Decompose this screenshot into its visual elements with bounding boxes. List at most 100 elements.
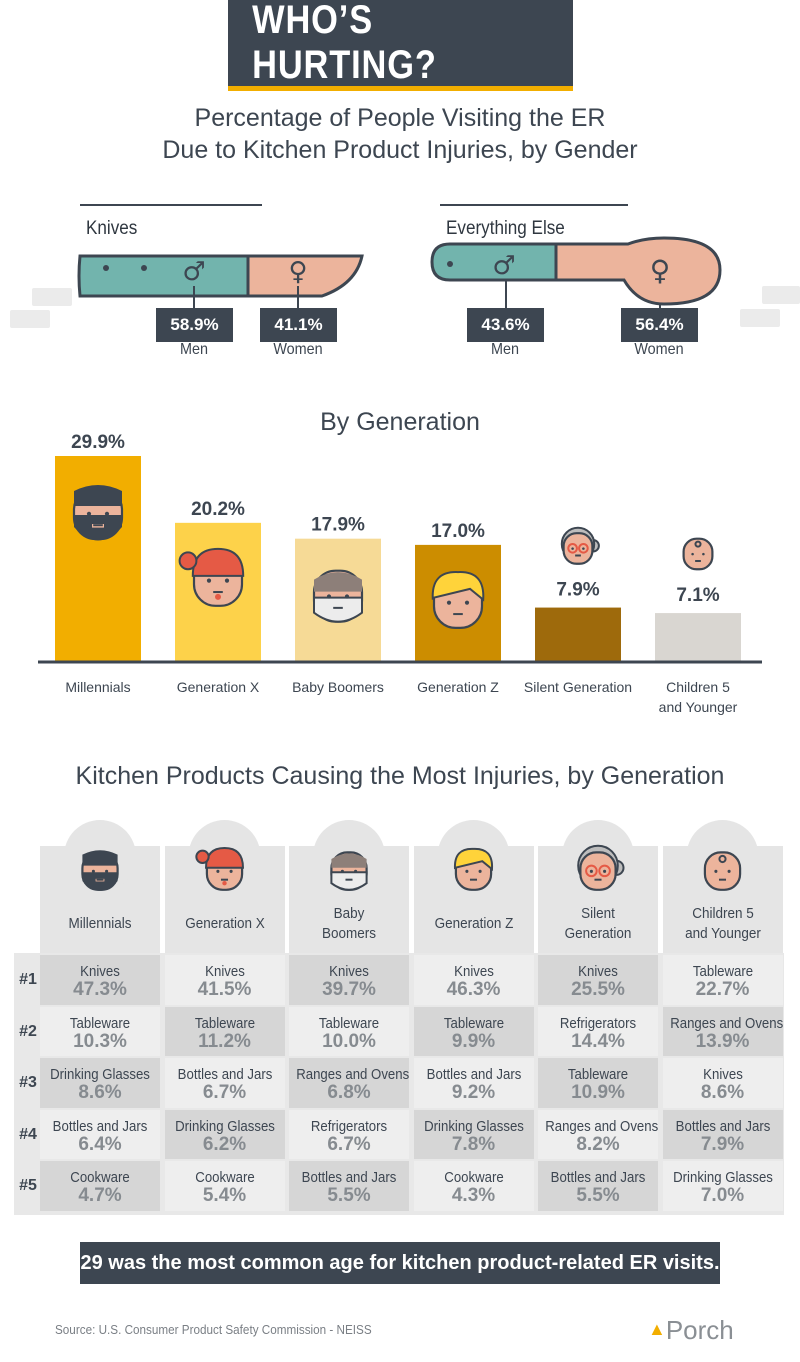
everything-else-women-pct: 56.4% [621,308,698,342]
female-icon: ♀ [288,257,307,287]
cell-product: Bottles and Jars [550,1169,646,1186]
bar-value-label: 29.9% [71,432,125,453]
bar-children-5-and-younger [655,613,741,662]
cell-product: Cookware [443,1169,504,1186]
baby-face-icon [703,851,742,891]
brand-logo: ▲Porch [648,1315,734,1346]
knives-men-pct: 58.9% [156,308,233,342]
column-header-line: Generation Z [434,915,513,932]
subtitle-line-2: Due to Kitchen Product Injuries, by Gend… [162,136,638,164]
cell-percentage: 6.4% [78,1133,122,1155]
x-tick-label: and Younger [659,699,738,715]
table-cell: Bottles and Jars 5.5% [289,1161,409,1211]
table-cell: Drinking Glasses 7.8% [413,1109,534,1159]
knives-divider [80,204,262,206]
table-cell: Knives 41.5% [164,955,285,1005]
cell-percentage: 10.9% [571,1082,625,1103]
cell-percentage: 11.2% [198,1030,251,1052]
male-icon: ♂ [182,257,205,287]
porch-logo-icon: ▲ [648,1319,666,1339]
table-cell: Knives 25.5% [538,955,658,1005]
decorative-brick [10,310,50,328]
page-title: WHO’S HURTING? [252,0,437,87]
injury-table: Millennials Generation X Baby Boomers Genera… [0,810,800,1220]
cell-product: Bottles and Jars [52,1117,148,1135]
column-header-line: Generation X [184,915,265,932]
cell-product: Refrigerators [310,1117,388,1135]
female-icon: ♀ [650,254,671,287]
bar-value-label: 7.1% [676,585,719,606]
boomer-face-icon [312,569,364,623]
table-cell: Tableware 10.3% [40,1006,160,1056]
genz-face-icon [431,571,485,629]
cell-percentage: 5.5% [327,1185,371,1206]
x-tick-label: Silent Generation [524,679,632,695]
cell-product: Drinking Glasses [50,1066,150,1083]
knives-women-connector [297,286,299,308]
cell-product: Tableware [567,1066,629,1083]
column-header-line: Boomers [321,925,377,942]
decorative-brick [762,286,800,304]
column-header-label: Baby Boomers [295,904,403,944]
cell-product: Refrigerators [559,1014,637,1032]
bar-value-label: 17.0% [431,521,485,542]
cell-percentage: 5.4% [202,1185,247,1206]
rank-label: #4 [19,1125,37,1143]
table-cell: Bottles and Jars 7.9% [662,1109,783,1159]
table-cell: Cookware 4.7% [40,1161,160,1211]
column-header-line: Baby [333,905,365,922]
cell-percentage: 9.2% [451,1082,496,1103]
cell-percentage: 25.5% [571,979,625,1000]
table-cell: Bottles and Jars 5.5% [538,1161,658,1211]
knives-women-pct: 41.1% [260,308,337,342]
column-header-line: Millennials [68,915,132,932]
table-cell: Cookware 5.4% [164,1161,285,1211]
cell-product: Drinking Glasses [423,1117,524,1135]
table-cell: Ranges and Ovens 13.9% [662,1006,783,1056]
x-tick-label: Baby Boomers [292,679,384,695]
cell-product: Tableware [692,963,753,980]
x-tick-label: Generation Z [417,679,499,695]
cell-product: Tableware [318,1014,380,1032]
cell-percentage: 9.9% [451,1030,496,1052]
x-tick-label: Children 5 [666,679,730,695]
decorative-brick [740,309,780,327]
cell-product: Knives [453,963,494,980]
table-cell: Drinking Glasses 8.6% [40,1058,160,1108]
table-cell: Tableware 9.9% [413,1006,534,1056]
table-cell: Tableware 10.9% [538,1058,658,1108]
knives-women-label: Women [273,341,323,358]
cell-percentage: 4.7% [78,1185,122,1206]
cell-product: Tableware [194,1014,255,1032]
bar-value-label: 20.2% [191,499,245,520]
x-tick-label: Millennials [65,679,130,695]
rank-label: #5 [19,1177,37,1194]
cell-percentage: 7.0% [700,1185,745,1206]
rank-label: #3 [19,1074,37,1091]
age-fact-banner: 29 was the most common age for kitchen p… [80,1242,720,1284]
cell-product: Ranges and Ovens [545,1117,659,1135]
everything-else-men-pct: 43.6% [467,308,544,342]
subtitle-line-1: Percentage of People Visiting the ER [194,104,606,132]
table-cell: Knives 8.6% [662,1058,783,1108]
everything-else-women-label: Women [634,341,684,358]
column-header-label: Millennials [46,914,154,934]
bar-silent-generation [535,607,621,662]
table-header-icons [64,820,759,892]
table-cell: Drinking Glasses 6.2% [164,1109,285,1159]
cell-percentage: 6.7% [202,1082,247,1103]
table-cell: Tableware 11.2% [164,1006,285,1056]
table-cell: Ranges and Ovens 8.2% [538,1109,659,1159]
decorative-brick [32,288,72,306]
cell-percentage: 6.8% [327,1082,371,1103]
cell-product: Ranges and Ovens [296,1066,410,1083]
cell-percentage: 6.7% [327,1133,371,1155]
table-cell: Cookware 4.3% [413,1161,534,1211]
table-cell: Bottles and Jars 6.4% [40,1109,160,1159]
cell-percentage: 7.9% [700,1133,745,1155]
millennial-face-icon [81,850,119,891]
cell-percentage: 47.3% [73,979,127,1000]
cell-product: Bottles and Jars [301,1169,397,1186]
baby-face-icon [682,537,714,571]
cell-percentage: 8.6% [700,1082,745,1103]
